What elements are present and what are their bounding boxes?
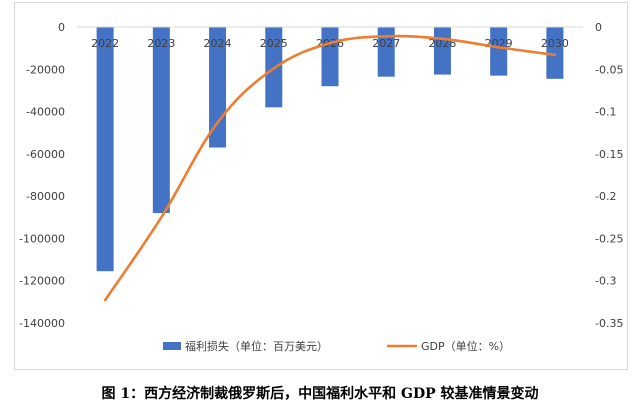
category-label: 2022	[91, 37, 119, 50]
category-label: 2023	[147, 37, 175, 50]
left-tick-label: -120000	[19, 275, 65, 288]
legend-bar-label: 福利损失（单位：百万美元）	[185, 339, 328, 353]
left-tick-label: -60000	[26, 148, 65, 161]
bar-2026	[321, 27, 339, 87]
left-tick-label: -140000	[19, 317, 65, 330]
bar-series	[96, 27, 564, 272]
right-tick-label: -0.3	[595, 275, 616, 288]
right-tick-label: -0.15	[595, 148, 623, 161]
right-tick-label: -0.25	[595, 232, 623, 245]
legend: 福利损失（单位：百万美元） GDP（单位：%）	[163, 339, 510, 353]
right-tick-label: -0.2	[595, 190, 616, 203]
left-tick-label: -40000	[26, 106, 65, 119]
legend-bar-swatch	[163, 342, 181, 350]
figure-caption: 图 1：西方经济制裁俄罗斯后，中国福利水平和 GDP 较基准情景变动	[101, 386, 539, 402]
right-tick-label: -0.1	[595, 106, 616, 119]
bar-2023	[152, 27, 170, 214]
category-label: 2030	[541, 37, 569, 50]
bar-2027	[377, 27, 395, 77]
line-series	[103, 34, 557, 302]
chart-svg: 0 -20000 -40000 -60000 -80000 -100000 -120000 -…	[19, 21, 623, 353]
left-tick-label: -20000	[26, 63, 65, 76]
left-tick-label: -80000	[26, 190, 65, 203]
category-label: 2025	[260, 37, 288, 50]
bar-2029	[490, 27, 508, 76]
category-label: 2024	[204, 37, 232, 50]
right-axis: 0 -0.05 -0.1 -0.15 -0.2 -0.25 -0.3 -0.35	[595, 21, 623, 330]
legend-line-label: GDP（单位：%）	[421, 339, 510, 353]
bar-2028	[433, 27, 451, 75]
chart-frame: 0 -20000 -40000 -60000 -80000 -100000 -120000 -…	[14, 2, 628, 370]
right-tick-label: 0	[595, 21, 602, 34]
category-label: 2027	[372, 37, 400, 50]
gdp-line	[103, 34, 557, 302]
right-tick-label: -0.05	[595, 63, 623, 76]
bar-2030	[546, 27, 564, 79]
right-tick-label: -0.35	[595, 317, 623, 330]
bar-2022	[96, 27, 114, 272]
left-tick-label: 0	[58, 21, 65, 34]
left-tick-label: -100000	[19, 232, 65, 245]
left-axis: 0 -20000 -40000 -60000 -80000 -100000 -120000 -…	[19, 21, 65, 330]
